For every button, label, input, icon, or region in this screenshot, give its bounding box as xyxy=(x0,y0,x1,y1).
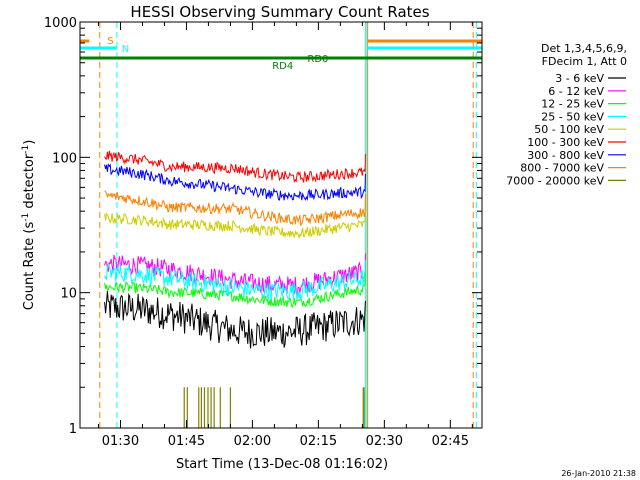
y-tick-label: 100 xyxy=(52,151,77,166)
legend-header-1: Det 1,3,4,5,6,9, xyxy=(541,42,627,55)
series-line xyxy=(104,206,366,240)
x-tick-label: 01:45 xyxy=(168,434,205,449)
legend-header-2: FDecim 1, Att 0 xyxy=(542,55,627,68)
legend-entry-label: 3 - 6 keV xyxy=(555,72,604,85)
legend: Det 1,3,4,5,6,9, FDecim 1, Att 0 3 - 6 k… xyxy=(506,42,627,187)
x-tick-label: 02:15 xyxy=(300,434,337,449)
y-tick-label: 1 xyxy=(69,422,77,437)
legend-entry-label: 800 - 7000 keV xyxy=(520,162,604,175)
timestamp: 26-Jan-2010 21:38 xyxy=(561,469,636,478)
series-line xyxy=(104,163,366,201)
legend-entry-label: 7000 - 20000 keV xyxy=(506,174,604,187)
series-line xyxy=(104,270,366,308)
x-axis: 01:30 01:45 02:00 02:15 02:30 02:45 xyxy=(97,22,473,449)
y-label-sup-2: -1 xyxy=(21,145,31,154)
legend-entry-label: 6 - 12 keV xyxy=(548,85,604,98)
y-tick-label: 1000 xyxy=(44,16,77,31)
x-tick-label: 02:30 xyxy=(366,434,403,449)
y-axis: 1 10 100 1000 xyxy=(44,16,482,437)
y-label-sup-1: -1 xyxy=(21,213,31,222)
legend-entry-label: 100 - 300 keV xyxy=(527,136,604,149)
series-line xyxy=(104,150,366,183)
saa-label: S xyxy=(107,36,113,47)
night-label: N xyxy=(122,44,129,55)
series-line xyxy=(104,260,366,301)
rd0-label: RD0 xyxy=(307,54,328,65)
series-line xyxy=(104,253,366,295)
x-tick-label: 01:30 xyxy=(102,434,139,449)
chart-title: HESSI Observing Summary Count Rates xyxy=(130,3,429,21)
plot-frame xyxy=(79,21,483,429)
legend-entry-label: 12 - 25 keV xyxy=(541,98,604,111)
y-label-part-3: ) xyxy=(22,140,37,145)
y-label-part-1: Count Rate (s xyxy=(22,222,37,311)
x-tick-label: 02:45 xyxy=(432,434,469,449)
series-line xyxy=(104,290,366,349)
x-tick-label: 02:00 xyxy=(234,434,271,449)
rd4-label: RD4 xyxy=(272,61,293,72)
series-line xyxy=(104,190,366,227)
legend-entry-label: 25 - 50 keV xyxy=(541,110,604,123)
legend-entry-label: 300 - 800 keV xyxy=(527,149,604,162)
y-label-part-2: detector xyxy=(22,153,37,213)
x-axis-label: Start Time (13-Dec-08 01:16:02) xyxy=(176,457,388,472)
plot-area: SN RD0 RD4 xyxy=(80,22,482,428)
legend-entry-label: 50 - 100 keV xyxy=(534,123,604,136)
y-tick-label: 10 xyxy=(60,287,77,302)
y-axis-label: Count Rate (s-1 detector-1) xyxy=(21,140,37,311)
